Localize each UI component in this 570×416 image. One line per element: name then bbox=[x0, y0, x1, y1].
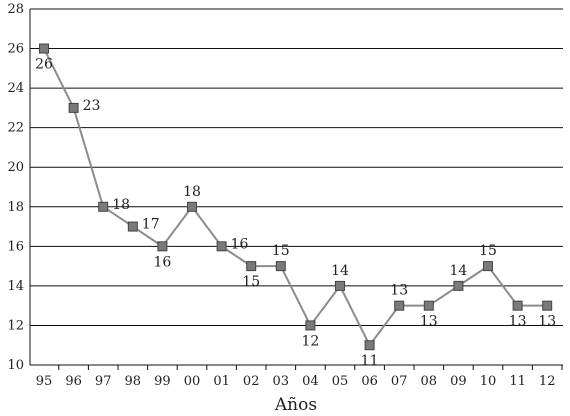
x-tick-label: 00 bbox=[184, 374, 201, 389]
x-axis-label: Años bbox=[274, 395, 317, 415]
y-tick-label: 28 bbox=[7, 2, 24, 17]
data-point bbox=[127, 221, 138, 232]
data-label: 16 bbox=[153, 254, 171, 270]
data-point bbox=[335, 280, 345, 291]
y-tick-labels: 10 12 14 16 18 20 22 24 26 28 bbox=[7, 2, 24, 373]
data-point bbox=[246, 261, 257, 272]
data-point bbox=[98, 201, 109, 212]
data-label: 13 bbox=[390, 283, 408, 299]
data-label: 18 bbox=[112, 197, 130, 213]
x-tick-label: 08 bbox=[421, 374, 438, 389]
axes bbox=[29, 9, 563, 370]
x-tick-label: 06 bbox=[361, 374, 378, 389]
data-point bbox=[512, 300, 523, 311]
y-tick-label: 22 bbox=[7, 121, 24, 136]
grid-lines bbox=[30, 8, 563, 326]
x-tick-label: 10 bbox=[480, 374, 497, 389]
y-tick-label: 10 bbox=[7, 358, 24, 373]
data-point bbox=[305, 320, 316, 331]
data-label: 13 bbox=[538, 314, 556, 330]
x-tick-label: 04 bbox=[302, 374, 319, 389]
data-label: 26 bbox=[35, 57, 53, 73]
data-label: 14 bbox=[331, 263, 349, 279]
y-tick-label: 20 bbox=[7, 160, 24, 175]
x-tick-label: 11 bbox=[509, 374, 526, 389]
x-tick-labels: 95 96 97 98 99 00 01 02 03 04 05 06 07 08 09 10 11 12 bbox=[36, 374, 556, 389]
data-label: 23 bbox=[83, 98, 101, 114]
data-label: 15 bbox=[242, 274, 260, 290]
data-point bbox=[364, 340, 375, 351]
data-label: 14 bbox=[449, 263, 467, 279]
data-label: 18 bbox=[183, 184, 201, 200]
data-label: 16 bbox=[231, 236, 249, 252]
y-tick-label: 12 bbox=[7, 318, 24, 333]
data-markers bbox=[39, 43, 553, 351]
x-tick-label: 05 bbox=[332, 374, 349, 389]
x-tick-label: 99 bbox=[154, 374, 171, 389]
data-point bbox=[483, 261, 493, 272]
data-point bbox=[394, 300, 405, 311]
x-tick-label: 09 bbox=[450, 374, 467, 389]
data-label: 13 bbox=[509, 314, 527, 330]
data-point bbox=[453, 280, 464, 291]
data-label: 17 bbox=[142, 217, 160, 233]
data-label: 15 bbox=[479, 243, 497, 259]
x-tick-label: 01 bbox=[213, 374, 230, 389]
x-tick-label: 98 bbox=[125, 374, 142, 389]
y-tick-label: 24 bbox=[7, 81, 24, 96]
data-labels: 26 23 18 17 16 18 16 15 15 12 14 11 13 13 14 15 13 13 bbox=[35, 57, 556, 370]
data-label: 15 bbox=[272, 243, 290, 259]
data-point bbox=[542, 300, 553, 311]
x-tick-label: 12 bbox=[539, 374, 556, 389]
data-point bbox=[187, 201, 197, 212]
data-label: 12 bbox=[301, 333, 319, 349]
x-tick-label: 95 bbox=[36, 374, 53, 389]
data-point bbox=[216, 241, 227, 252]
data-point bbox=[39, 43, 49, 54]
y-tick-label: 16 bbox=[7, 239, 24, 254]
x-tick-label: 03 bbox=[273, 374, 290, 389]
y-tick-label: 18 bbox=[7, 200, 24, 215]
data-label: 13 bbox=[420, 314, 438, 330]
data-point bbox=[423, 300, 434, 311]
x-tick-label: 96 bbox=[65, 374, 82, 389]
x-tick-label: 97 bbox=[95, 374, 112, 389]
data-label: 11 bbox=[361, 353, 379, 369]
data-point bbox=[275, 261, 286, 272]
y-tick-label: 26 bbox=[7, 42, 24, 57]
y-tick-label: 14 bbox=[7, 279, 24, 294]
data-point bbox=[68, 102, 79, 113]
x-tick-label: 02 bbox=[243, 374, 260, 389]
x-tick-label: 07 bbox=[391, 374, 408, 389]
data-point bbox=[157, 241, 168, 252]
